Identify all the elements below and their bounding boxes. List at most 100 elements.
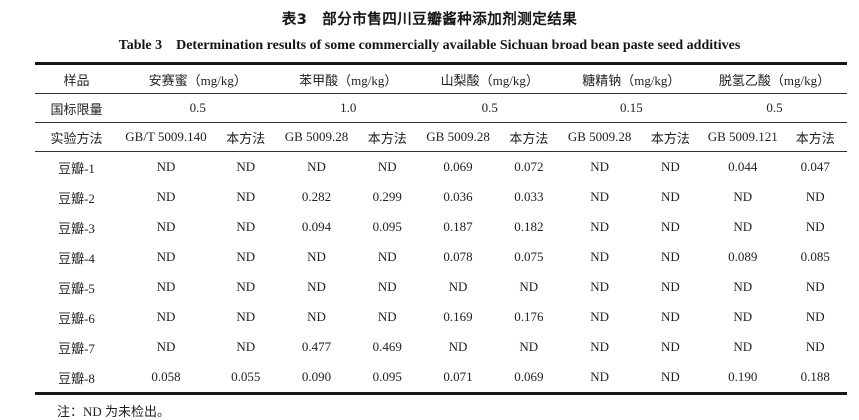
- table-title-en: Table 3 Determination results of some co…: [118, 38, 741, 53]
- sample-label: 豆瓣-2: [58, 190, 95, 206]
- value-cell: ND: [805, 219, 825, 234]
- value-cell: ND: [307, 309, 326, 324]
- value-cell: 0.182: [514, 219, 544, 234]
- value-cell: ND: [236, 279, 256, 294]
- value-cell: ND: [590, 189, 609, 204]
- value-cell: 0.069: [443, 159, 473, 174]
- sample-label: 豆瓣-4: [58, 250, 95, 266]
- value-cell: 0.033: [514, 189, 544, 204]
- value-cell: ND: [448, 279, 468, 294]
- value-cell: ND: [660, 189, 680, 204]
- value-cell: ND: [156, 219, 176, 234]
- table-title-zh: 表3 部分市售四川豆瓣酱种添加剂测定结果: [281, 12, 578, 28]
- value-cell: 0.044: [728, 159, 758, 174]
- value-cell: 0.188: [800, 369, 830, 384]
- value-cell: 0.190: [728, 369, 758, 384]
- value-cell: ND: [805, 279, 825, 294]
- col-header-sorbic-acid: 山梨酸（mg/kg）: [440, 72, 539, 88]
- table-note: 注：ND 为未检出。: [57, 404, 171, 419]
- col-header-sample: 样品: [63, 72, 90, 88]
- value-cell: ND: [660, 159, 680, 174]
- value-cell: 0.058: [151, 369, 181, 384]
- header-row-national-limits: 国标限量 0.5 1.0 0.5 0.15 0.5: [35, 94, 847, 123]
- method-cell: GB 5009.28: [284, 129, 349, 144]
- value-cell: ND: [236, 309, 256, 324]
- value-cell: ND: [733, 339, 753, 354]
- table-row: 豆瓣-5 ND ND ND ND ND ND ND ND ND ND: [35, 272, 847, 302]
- limit-value: 0.5: [481, 100, 498, 115]
- method-cell: 本方法: [650, 130, 690, 146]
- value-cell: 0.477: [301, 339, 332, 354]
- value-cell: 0.089: [728, 249, 758, 264]
- value-cell: ND: [307, 159, 326, 174]
- value-cell: ND: [377, 249, 397, 264]
- method-cell: 本方法: [509, 130, 549, 146]
- value-cell: ND: [236, 159, 256, 174]
- value-cell: ND: [805, 339, 825, 354]
- limit-value: 0.5: [189, 100, 206, 115]
- table-body: 豆瓣-1 ND ND ND ND 0.069 0.072 ND ND 0.044 0.047 豆瓣-2…: [35, 152, 847, 394]
- value-cell: 0.078: [443, 249, 473, 264]
- method-cell: GB 5009.28: [567, 129, 632, 144]
- col-header-dehydroacetic-acid: 脱氢乙酸（mg/kg）: [718, 72, 831, 88]
- value-cell: ND: [660, 339, 680, 354]
- limit-value: 0.5: [766, 100, 783, 115]
- value-cell: ND: [590, 219, 609, 234]
- value-cell: ND: [156, 249, 176, 264]
- table-row: 豆瓣-8 0.058 0.055 0.090 0.095 0.071 0.069 ND ND 0.…: [35, 362, 847, 394]
- value-cell: ND: [660, 249, 680, 264]
- value-cell: 0.036: [443, 189, 473, 204]
- col-header-benzoic-acid: 苯甲酸（mg/kg）: [299, 72, 398, 88]
- value-cell: ND: [805, 309, 825, 324]
- value-cell: ND: [156, 189, 176, 204]
- sample-label: 豆瓣-5: [58, 280, 95, 296]
- method-row-label: 实验方法: [50, 130, 103, 146]
- header-row-analytes: 样品 安赛蜜（mg/kg） 苯甲酸（mg/kg） 山梨酸（mg/kg） 糖精钠（…: [35, 64, 847, 94]
- col-header-acesulfame: 安赛蜜（mg/kg）: [148, 72, 247, 88]
- value-cell: ND: [519, 279, 539, 294]
- value-cell: 0.071: [443, 369, 473, 384]
- sample-label: 豆瓣-6: [58, 310, 95, 326]
- value-cell: ND: [733, 189, 753, 204]
- value-cell: ND: [590, 309, 609, 324]
- table-row: 豆瓣-3 ND ND 0.094 0.095 0.187 0.182 ND ND ND ND: [35, 212, 847, 242]
- method-cell: GB 5009.28: [426, 129, 490, 144]
- value-cell: 0.072: [514, 159, 544, 174]
- table-row: 豆瓣-1 ND ND ND ND 0.069 0.072 ND ND 0.044 0.047: [35, 152, 847, 183]
- value-cell: ND: [590, 339, 609, 354]
- value-cell: ND: [448, 339, 468, 354]
- value-cell: ND: [156, 309, 176, 324]
- value-cell: 0.090: [301, 369, 332, 384]
- value-cell: 0.299: [372, 189, 402, 204]
- value-cell: ND: [156, 279, 176, 294]
- value-cell: 0.055: [231, 369, 261, 384]
- table-row: 豆瓣-2 ND ND 0.282 0.299 0.036 0.033 ND ND ND ND: [35, 182, 847, 212]
- value-cell: ND: [805, 189, 825, 204]
- value-cell: 0.047: [800, 159, 830, 174]
- value-cell: 0.095: [372, 219, 402, 234]
- value-cell: ND: [590, 249, 609, 264]
- value-cell: ND: [590, 159, 609, 174]
- value-cell: 0.095: [372, 369, 402, 384]
- value-cell: 0.075: [514, 249, 544, 264]
- value-cell: ND: [590, 279, 609, 294]
- sample-label: 豆瓣-7: [58, 340, 95, 356]
- sample-label: 豆瓣-3: [58, 220, 95, 236]
- value-cell: 0.094: [301, 219, 332, 234]
- value-cell: ND: [307, 249, 326, 264]
- value-cell: ND: [733, 219, 753, 234]
- value-cell: ND: [590, 369, 609, 384]
- method-cell: 本方法: [795, 130, 835, 146]
- value-cell: ND: [519, 339, 539, 354]
- value-cell: ND: [660, 219, 680, 234]
- value-cell: 0.085: [800, 249, 830, 264]
- value-cell: ND: [660, 309, 680, 324]
- value-cell: ND: [733, 279, 753, 294]
- limit-value: 0.15: [619, 100, 643, 115]
- limit-row-label: 国标限量: [50, 101, 103, 117]
- value-cell: ND: [377, 309, 397, 324]
- sample-label: 豆瓣-8: [58, 370, 95, 386]
- value-cell: ND: [236, 249, 256, 264]
- value-cell: ND: [377, 279, 397, 294]
